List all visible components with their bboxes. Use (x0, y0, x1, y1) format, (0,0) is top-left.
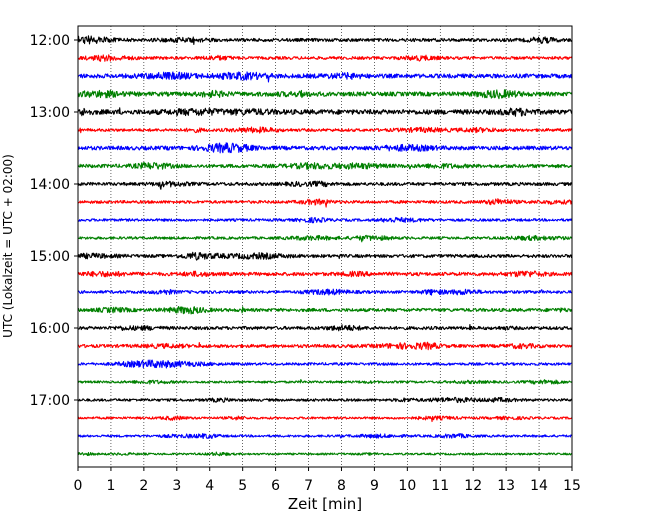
seismogram-trace (77, 89, 573, 100)
x-tick-label: 6 (271, 478, 280, 494)
seismogram-trace (77, 161, 573, 170)
x-tick-label: 14 (530, 478, 548, 494)
y-tick-label: 17:00 (30, 393, 70, 409)
y-tick-label: 12:00 (30, 33, 70, 49)
seismogram-trace (77, 251, 573, 261)
seismogram-trace (77, 107, 573, 117)
x-tick-label: 1 (106, 478, 115, 494)
x-tick-label: 13 (497, 478, 515, 494)
y-axis: 12:00 13:00 14:00 15:00 16:00 17:00 (30, 33, 78, 409)
x-tick-label: 2 (139, 478, 148, 494)
seismogram-trace (77, 270, 573, 278)
seismogram-trace (77, 126, 573, 134)
seismogram-trace (77, 359, 573, 369)
x-tick-label: 10 (398, 478, 416, 494)
seismogram-trace (77, 451, 573, 457)
y-tick-label: 13:00 (30, 105, 70, 121)
x-tick-label: 12 (464, 478, 482, 494)
seismogram-trace (77, 415, 573, 423)
x-tick-label: 5 (238, 478, 247, 494)
x-tick-label: 7 (304, 478, 313, 494)
seismogram-trace (77, 35, 573, 46)
seismogram-trace (77, 234, 573, 243)
x-tick-label: 15 (563, 478, 581, 494)
seismogram-trace (77, 142, 573, 154)
seismogram-trace (77, 305, 573, 315)
seismogram-trace (77, 180, 573, 190)
seismogram-trace (77, 396, 573, 404)
plot-frame (77, 25, 573, 468)
seismogram-trace (77, 71, 573, 83)
y-tick-label: 16:00 (30, 321, 70, 337)
seismogram-trace (77, 341, 573, 351)
x-tick-label: 4 (205, 478, 214, 494)
y-tick-label: 14:00 (30, 177, 70, 193)
seismogram-trace (77, 288, 573, 296)
x-tick-label: 8 (337, 478, 346, 494)
y-axis-label: UTC (Lokalzeit = UTC + 02:00) (1, 154, 15, 338)
x-tick-label: 0 (74, 478, 83, 494)
seismogram-traces (77, 35, 573, 457)
x-tick-label: 11 (431, 478, 449, 494)
seismogram-trace (77, 379, 573, 385)
y-tick-label: 15:00 (30, 249, 70, 265)
x-axis: 0 1 2 3 4 5 6 7 8 9 10 11 12 13 14 15 (74, 467, 581, 494)
x-axis-label: Zeit [min] (288, 495, 362, 513)
x-tick-label: 9 (370, 478, 379, 494)
seismogram-trace (77, 216, 573, 224)
seismogram-trace (77, 433, 573, 440)
seismogram-trace (77, 198, 573, 208)
seismogram-trace (77, 323, 573, 332)
x-tick-label: 3 (172, 478, 181, 494)
seismogram-trace (77, 54, 573, 62)
